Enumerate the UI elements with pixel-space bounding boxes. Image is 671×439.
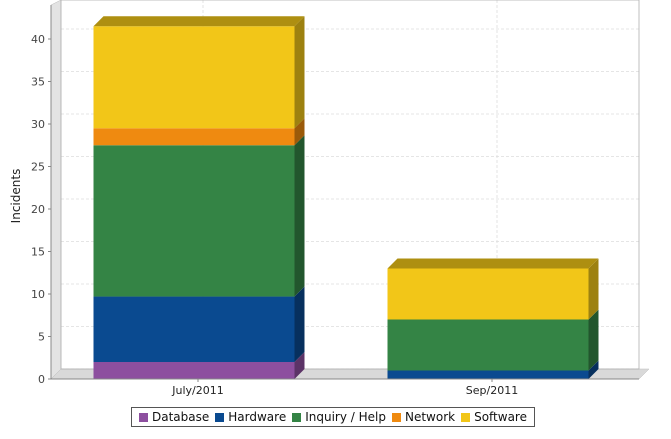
- y-tick-label: 5: [38, 331, 45, 344]
- y-tick-label: 0: [38, 373, 45, 386]
- y-tick-label: 25: [31, 161, 45, 174]
- x-category-label: July/2011: [171, 384, 223, 397]
- legend-swatch: [391, 412, 401, 422]
- bar-segment: [93, 145, 295, 297]
- legend-item: Database: [139, 410, 209, 424]
- y-tick-label: 35: [31, 76, 45, 89]
- legend-swatch: [292, 412, 302, 422]
- bar-segment: [93, 362, 295, 379]
- legend-label: Hardware: [228, 410, 287, 424]
- bar-segment-side: [294, 118, 305, 146]
- y-tick-label: 20: [31, 203, 45, 216]
- legend-item: Inquiry / Help: [292, 410, 386, 424]
- bars: [93, 16, 599, 379]
- chart-legend: Database Hardware Inquiry / Help Network Sof…: [131, 407, 535, 427]
- plot-border: [60, 0, 640, 370]
- bar-segment-side: [588, 360, 599, 379]
- bar-segment: [387, 268, 589, 320]
- y-tick-label: 40: [31, 33, 45, 46]
- legend-swatch: [139, 412, 148, 422]
- bar-segment-side: [294, 352, 305, 379]
- legend-swatch: [461, 412, 471, 422]
- legend-label: Database: [152, 410, 210, 424]
- bar-segment-side: [294, 16, 305, 129]
- legend-item: Hardware: [215, 410, 286, 424]
- legend-item: Software: [461, 410, 527, 424]
- bar-segment: [387, 370, 589, 379]
- bar-segment: [93, 128, 295, 146]
- bar-segment-side: [294, 135, 305, 297]
- legend-swatch: [215, 412, 225, 422]
- bar-top: [387, 258, 599, 269]
- bar-segment: [387, 319, 589, 371]
- bar-segment-side: [294, 286, 305, 362]
- left-wall: [50, 0, 62, 380]
- bar-segment-side: [588, 309, 599, 371]
- bar-segment: [93, 296, 295, 362]
- legend-item: Network: [391, 410, 456, 424]
- y-axis-label: Incidents: [9, 169, 23, 224]
- bar-top: [93, 16, 305, 27]
- axes: 0 5 10 15 20 25 30 35 40 July/2011 Sep/2011: [31, 5, 639, 397]
- y-tick-label: 10: [31, 288, 45, 301]
- y-tick-label: 15: [31, 246, 45, 259]
- x-category-label: Sep/2011: [466, 384, 518, 397]
- y-tick-label: 30: [31, 118, 45, 131]
- legend-label: Software: [474, 410, 527, 424]
- bar-segment: [93, 26, 295, 129]
- legend-label: Network: [404, 410, 456, 424]
- legend-label: Inquiry / Help: [305, 410, 386, 424]
- bar-segment-side: [588, 258, 599, 320]
